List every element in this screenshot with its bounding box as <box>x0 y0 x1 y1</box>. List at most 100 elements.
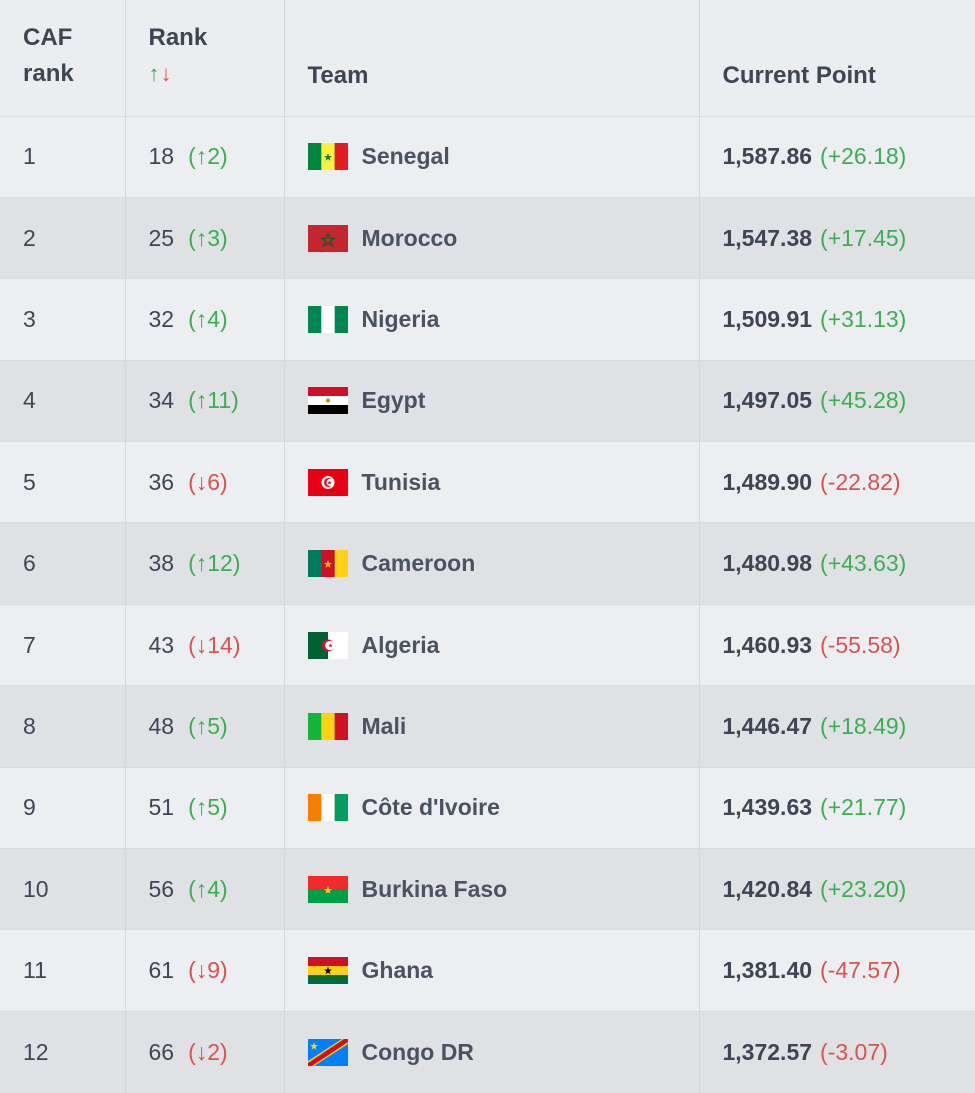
caf-rank-cell: 2 <box>0 197 126 279</box>
table-row[interactable]: 10 56 (↑4) Burkina Faso 1,420.84 (+23.20) <box>0 848 975 930</box>
team-cell: Burkina Faso <box>284 848 700 930</box>
ghana-flag-icon <box>307 957 348 985</box>
rank-change: (↓6) <box>188 468 228 495</box>
points-cell: 1,372.57 (-3.07) <box>699 1011 975 1092</box>
rank-cell: 51 (↑5) <box>125 767 285 849</box>
team-name[interactable]: Morocco <box>361 224 458 251</box>
caf-rank-header-line2: rank <box>23 60 74 87</box>
points-cell: 1,446.47 (+18.49) <box>699 686 975 767</box>
caf-rank-value: 3 <box>23 305 36 332</box>
current-point-value: 1,509.91 <box>722 305 813 332</box>
caf-rank-value: 7 <box>23 631 36 658</box>
team-name[interactable]: Cameroon <box>361 550 476 577</box>
table-row[interactable]: 3 32 (↑4) Nigeria 1,509.91 (+31.13) <box>0 278 975 361</box>
table-body: 1 18 (↑2) Senegal 1,587.86 (+26.18) 2 25 (↑… <box>0 116 975 1093</box>
team-cell: Congo DR <box>284 1011 700 1093</box>
sort-arrows-icon[interactable]: ↑↓ <box>149 56 284 92</box>
rank-cell: 32 (↑4) <box>125 278 285 361</box>
rank-header-label: Rank <box>148 24 208 51</box>
rank-change: (↑11) <box>188 387 239 414</box>
world-rank-value: 36 <box>148 468 175 495</box>
table-row[interactable]: 5 36 (↓6) Tunisia 1,489.90 (-22.82) <box>0 441 975 523</box>
points-cell: 1,489.90 (-22.82) <box>699 442 975 523</box>
current-point-header[interactable]: Current Point <box>722 61 876 89</box>
caf-rank-value: 6 <box>23 550 36 577</box>
current-point-value: 1,381.40 <box>722 957 813 984</box>
points-cell: 1,547.38 (+17.45) <box>699 197 975 278</box>
table-row[interactable]: 9 51 (↑5) Côte d'Ivoire 1,439.63 (+21.77) <box>0 767 975 849</box>
team-cell: Mali <box>284 685 700 768</box>
world-rank-value: 38 <box>148 550 175 577</box>
rank-cell: 38 (↑12) <box>125 522 285 605</box>
team-name[interactable]: Nigeria <box>361 305 440 332</box>
points-cell: 1,439.63 (+21.77) <box>699 767 975 848</box>
header-row: CAF rank Rank ↑↓ Team Current Point <box>0 0 975 116</box>
world-rank-value: 56 <box>148 875 175 902</box>
rank-change: (↑5) <box>188 794 228 821</box>
world-rank-value: 25 <box>148 224 175 251</box>
caf-rank-value: 8 <box>23 712 36 739</box>
points-cell: 1,480.98 (+43.63) <box>699 523 975 604</box>
nigeria-flag-icon <box>307 305 348 333</box>
team-cell: Côte d'Ivoire <box>284 767 700 849</box>
rank-change: (↓9) <box>188 957 228 984</box>
world-rank-value: 43 <box>148 631 175 658</box>
team-name[interactable]: Tunisia <box>361 468 441 495</box>
team-header[interactable]: Team <box>284 0 700 116</box>
points-cell: 1,381.40 (-47.57) <box>699 930 975 1011</box>
rank-change: (↑5) <box>188 712 228 739</box>
team-name[interactable]: Congo DR <box>361 1038 474 1065</box>
current-point-value: 1,372.57 <box>722 1038 813 1065</box>
current-point-value: 1,480.98 <box>722 550 813 577</box>
rank-cell: 34 (↑11) <box>125 360 285 442</box>
point-delta: (+21.77) <box>820 794 907 821</box>
table-row[interactable]: 12 66 (↓2) Congo DR 1,372.57 (-3.07) <box>0 1011 975 1093</box>
caf-rank-value: 4 <box>23 387 36 414</box>
team-name[interactable]: Senegal <box>361 143 450 170</box>
caf-rank-cell: 1 <box>0 116 126 198</box>
point-delta: (+18.49) <box>820 712 907 739</box>
team-name[interactable]: Egypt <box>361 387 426 414</box>
rank-cell: 25 (↑3) <box>125 197 285 279</box>
point-delta: (+31.13) <box>820 305 907 332</box>
table-row[interactable]: 6 38 (↑12) Cameroon 1,480.98 (+43.63) <box>0 522 975 605</box>
rank-cell: 18 (↑2) <box>125 116 285 198</box>
points-cell: 1,497.05 (+45.28) <box>699 360 975 441</box>
table-row[interactable]: 4 34 (↑11) Egypt 1,497.05 (+45.28) <box>0 360 975 442</box>
table-header: CAF rank Rank ↑↓ Team Current Point <box>0 0 975 116</box>
current-point-value: 1,439.63 <box>722 794 813 821</box>
caf-rank-value: 9 <box>23 794 36 821</box>
point-delta: (+23.20) <box>820 875 907 902</box>
caf-rank-cell: 9 <box>0 767 126 849</box>
team-cell: Nigeria <box>284 278 700 361</box>
table-row[interactable]: 7 43 (↓14) Algeria 1,460.93 (-55.58) <box>0 604 975 686</box>
team-cell: Ghana <box>284 929 700 1012</box>
table-row[interactable]: 1 18 (↑2) Senegal 1,587.86 (+26.18) <box>0 116 975 198</box>
rank-header[interactable]: Rank ↑↓ <box>125 0 285 116</box>
caf-rank-value: 11 <box>23 957 47 984</box>
arrow-down-icon: ↓ <box>160 61 173 86</box>
cote-divoire-flag-icon <box>307 794 348 822</box>
egypt-flag-icon <box>307 387 348 415</box>
team-name[interactable]: Burkina Faso <box>361 875 508 902</box>
team-name[interactable]: Mali <box>361 712 407 739</box>
team-name[interactable]: Côte d'Ivoire <box>361 794 500 821</box>
rank-change: (↓2) <box>188 1038 228 1065</box>
table-row[interactable]: 8 48 (↑5) Mali 1,446.47 (+18.49) <box>0 685 975 768</box>
team-cell: Senegal <box>284 116 700 198</box>
table-row[interactable]: 2 25 (↑3) Morocco 1,547.38 (+17.45) <box>0 197 975 279</box>
caf-rank-cell: 5 <box>0 441 126 523</box>
senegal-flag-icon <box>307 143 348 171</box>
caf-rank-header[interactable]: CAF rank <box>0 0 126 116</box>
current-point-value: 1,547.38 <box>722 224 813 251</box>
caf-rank-value: 12 <box>23 1038 49 1065</box>
rank-cell: 61 (↓9) <box>125 929 285 1012</box>
points-cell: 1,509.91 (+31.13) <box>699 279 975 360</box>
team-cell: Tunisia <box>284 441 700 523</box>
table-row[interactable]: 11 61 (↓9) Ghana 1,381.40 (-47.57) <box>0 929 975 1012</box>
team-name[interactable]: Algeria <box>361 631 440 658</box>
team-name[interactable]: Ghana <box>361 957 434 984</box>
current-point-value: 1,446.47 <box>722 712 813 739</box>
caf-rank-cell: 3 <box>0 278 126 361</box>
